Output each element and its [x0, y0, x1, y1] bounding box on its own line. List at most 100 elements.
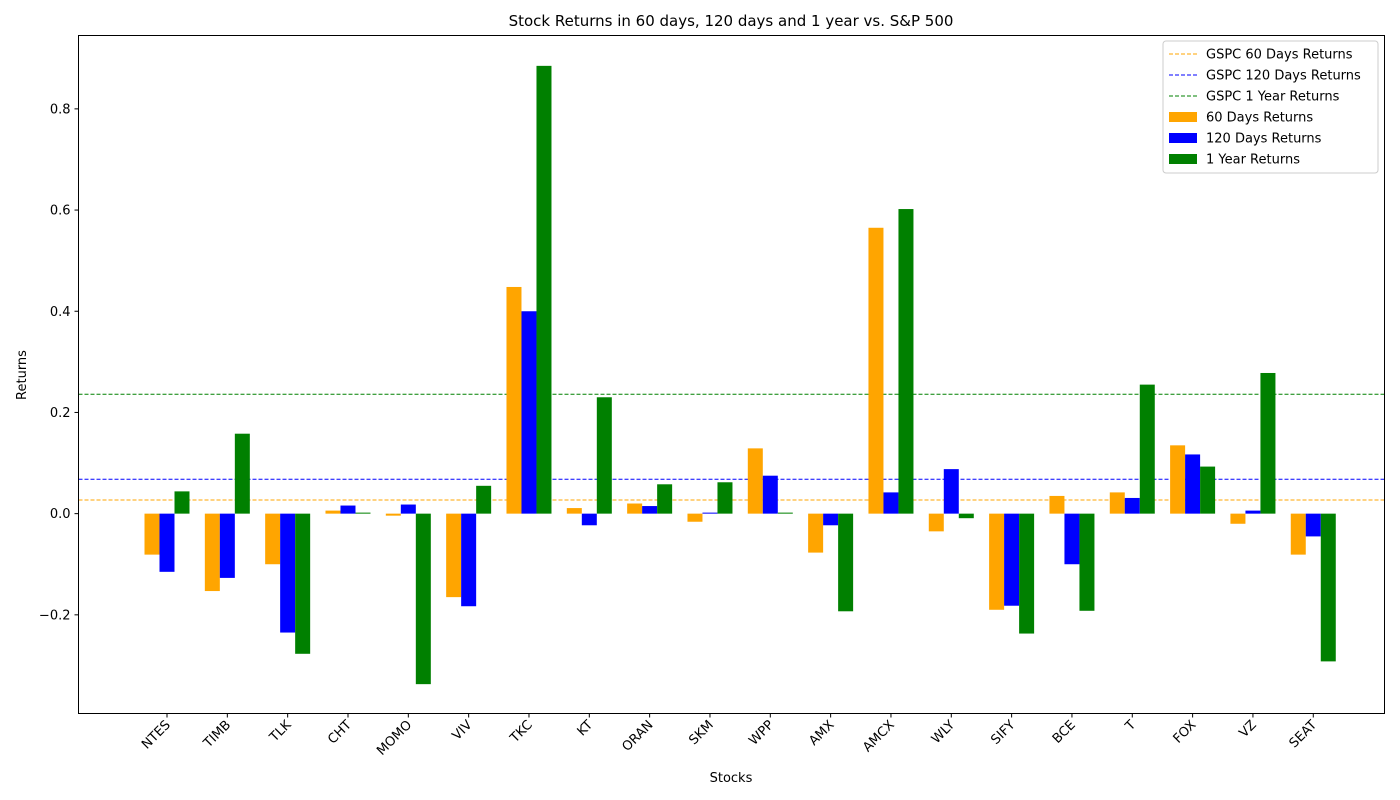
bar-tkc-series-0 — [506, 286, 522, 514]
bar-kt-series-2 — [596, 397, 612, 514]
bar-viv-series-2 — [476, 485, 492, 514]
bar-t-series-0 — [1109, 492, 1125, 514]
bar-cht-series-2 — [355, 512, 371, 514]
bar-amx-series-2 — [838, 513, 854, 612]
bar-kt-series-1 — [581, 513, 597, 526]
reference-lines — [78, 393, 1385, 501]
x-tick-label: T — [1122, 718, 1139, 735]
bar-wly-series-1 — [943, 469, 959, 514]
bar-wly-series-2 — [958, 513, 974, 519]
bar-vz-series-2 — [1260, 372, 1276, 514]
bar-timb-series-1 — [219, 513, 235, 578]
bar-t-series-2 — [1139, 384, 1155, 514]
bar-bce-series-0 — [1049, 495, 1065, 514]
x-tick-label: NTES — [139, 718, 174, 753]
y-axis-label: Returns — [15, 350, 30, 400]
bar-t-series-1 — [1124, 497, 1140, 514]
x-tick-label: SKM — [686, 718, 716, 748]
bar-seat-series-1 — [1305, 513, 1321, 537]
bar-amcx-series-0 — [868, 227, 884, 514]
bar-oran-series-2 — [657, 484, 673, 514]
x-tick-label: SEAT — [1287, 718, 1320, 751]
bars — [144, 65, 1336, 685]
y-tick-label: 0.0 — [50, 507, 71, 522]
x-tick-label: AMCX — [860, 718, 898, 756]
x-tick-label: WPP — [746, 718, 777, 749]
x-tick-label: BCE — [1050, 718, 1079, 747]
plot-frame — [78, 35, 1385, 714]
bar-fox-series-0 — [1170, 445, 1186, 514]
bar-oran-series-1 — [642, 506, 658, 514]
bar-vz-series-0 — [1230, 513, 1246, 524]
x-tick-label: TIMB — [200, 718, 234, 752]
x-tick-label: ORAN — [619, 718, 656, 755]
bar-vz-series-1 — [1245, 510, 1261, 514]
x-tick-label: TKC — [507, 718, 536, 747]
bar-viv-series-0 — [446, 513, 462, 598]
x-tick-label: VZ — [1237, 718, 1260, 741]
bar-oran-series-0 — [627, 503, 643, 514]
bar-seat-series-2 — [1320, 513, 1336, 662]
bar-sify-series-1 — [1004, 513, 1020, 606]
bar-tlk-series-2 — [295, 513, 311, 654]
bar-wpp-series-1 — [762, 475, 778, 514]
bar-skm-series-2 — [717, 482, 733, 514]
x-tick-label: WLY — [929, 718, 958, 747]
bar-tlk-series-1 — [280, 513, 296, 633]
x-tick-label: KT — [575, 718, 597, 740]
bar-amx-series-0 — [808, 513, 824, 553]
bar-bce-series-1 — [1064, 513, 1080, 565]
bar-amcx-series-2 — [898, 209, 914, 514]
y-tick-label: 0.2 — [50, 406, 71, 421]
bar-amcx-series-1 — [883, 492, 899, 514]
x-tick-label: TLK — [266, 717, 294, 745]
x-axis-label: Stocks — [710, 771, 753, 786]
legend-bar-swatch — [1169, 112, 1197, 122]
legend-bar-swatch — [1169, 133, 1197, 143]
x-axis: NTES TIMB TLK CHT MOMO VIV TKC KT ORAN SKM WPP AMX A… — [139, 713, 1320, 759]
bar-wpp-series-0 — [747, 448, 763, 514]
bar-kt-series-0 — [566, 508, 582, 514]
bar-timb-series-0 — [204, 513, 220, 592]
legend-entry-label: GSPC 60 Days Returns — [1206, 48, 1353, 63]
legend-entry-label: 1 Year Returns — [1206, 153, 1300, 168]
bar-ntes-series-0 — [144, 513, 160, 555]
x-tick-label: MOMO — [374, 718, 415, 759]
y-tick-label: 0.8 — [50, 102, 71, 117]
legend-bar-swatch — [1169, 154, 1197, 164]
bar-sify-series-0 — [989, 513, 1005, 610]
bar-cht-series-1 — [340, 505, 356, 514]
bar-momo-series-0 — [385, 513, 401, 516]
bar-amx-series-1 — [823, 513, 839, 526]
bar-cht-series-0 — [325, 510, 341, 514]
y-tick-label: −0.2 — [39, 608, 71, 623]
bar-wly-series-0 — [928, 513, 944, 532]
bar-fox-series-2 — [1200, 466, 1216, 514]
legend: GSPC 60 Days Returns GSPC 120 Days Return… — [1162, 40, 1379, 174]
x-tick-label: AMX — [806, 718, 837, 749]
bar-skm-series-0 — [687, 513, 703, 522]
legend-entry-label: 60 Days Returns — [1206, 111, 1313, 126]
bar-fox-series-1 — [1185, 454, 1201, 514]
bar-tlk-series-0 — [265, 513, 281, 565]
bar-wpp-series-2 — [777, 512, 793, 514]
y-tick-label: 0.6 — [50, 204, 71, 219]
bar-seat-series-0 — [1290, 513, 1306, 555]
bar-ntes-series-1 — [159, 513, 175, 572]
bar-tkc-series-2 — [536, 65, 552, 514]
legend-entry-label: 120 Days Returns — [1206, 132, 1322, 147]
legend-entry-label: GSPC 120 Days Returns — [1206, 69, 1361, 84]
bar-momo-series-2 — [415, 513, 431, 685]
bar-ntes-series-2 — [174, 491, 190, 514]
bar-tkc-series-1 — [521, 311, 537, 514]
bar-momo-series-1 — [400, 504, 416, 514]
x-tick-label: CHT — [325, 718, 355, 748]
bar-sify-series-2 — [1019, 513, 1035, 634]
y-axis: −0.2 0.0 0.2 0.4 0.6 0.8 — [39, 102, 79, 623]
legend-entry-label: GSPC 1 Year Returns — [1206, 90, 1340, 105]
legend-frame — [1162, 40, 1379, 174]
bar-skm-series-1 — [702, 512, 718, 514]
x-tick-label: FOX — [1171, 718, 1200, 747]
y-tick-label: 0.4 — [50, 305, 71, 320]
